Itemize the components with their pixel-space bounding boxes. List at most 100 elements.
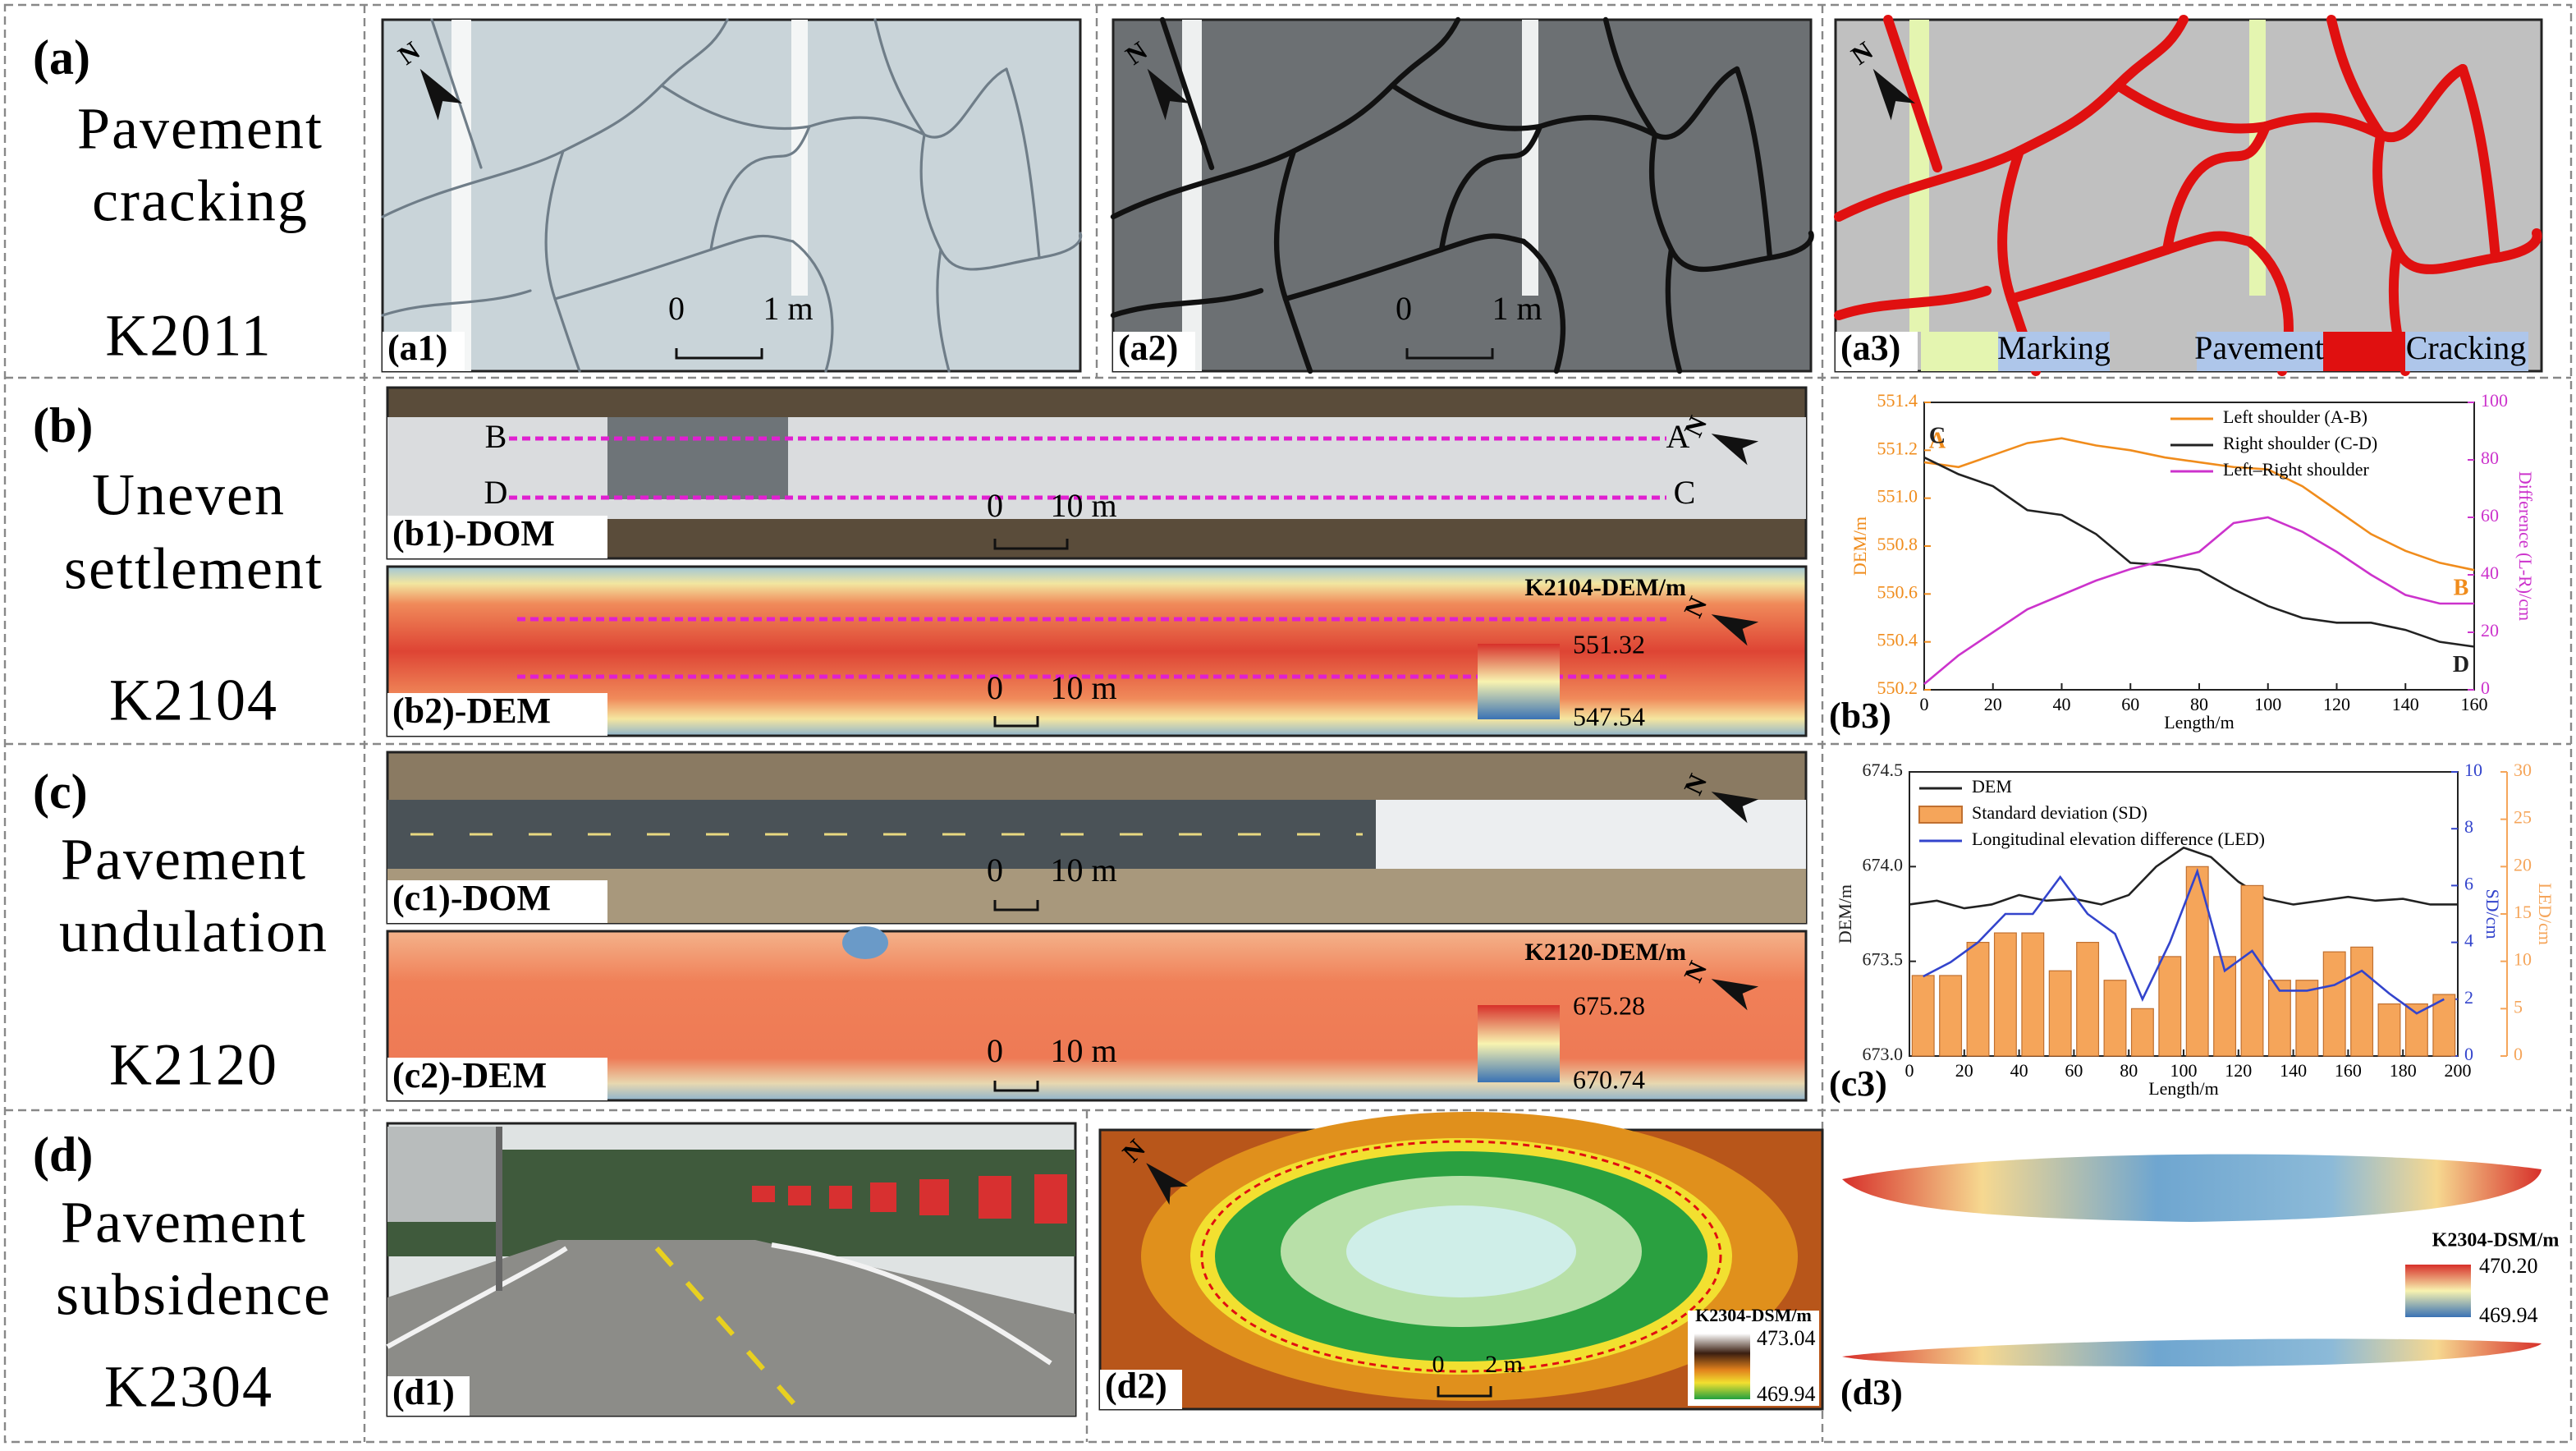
panel-label: (b3)	[1829, 696, 1891, 736]
colorbar-min: 469.94	[1757, 1382, 1816, 1406]
y-tick-label: 551.0	[1877, 486, 1918, 507]
x-tick-label: 60	[2121, 694, 2139, 714]
bar	[2350, 946, 2374, 1057]
chart: 0 20 40 60 80 100 120 140 160 Length/m 550.2 550.4 5…	[1849, 390, 2536, 732]
y-tick-label: 550.4	[1877, 630, 1918, 650]
x-tick-label: 60	[2065, 1060, 2083, 1081]
bar	[2377, 1003, 2401, 1057]
panel-a1: N 0 1 m (a1)	[381, 18, 1083, 373]
scale-label: 0	[1432, 1351, 1445, 1378]
section: K2011	[105, 303, 272, 369]
colorbar-max: 470.20	[2479, 1254, 2538, 1278]
panel-c1: N 0 10 m (c1)-DOM	[386, 751, 1808, 925]
y3-tick-label: 5	[2514, 996, 2523, 1017]
y3-axis-title: LED/cm	[2535, 883, 2555, 945]
panel-label: (d3)	[1840, 1372, 1903, 1412]
bar	[2213, 956, 2237, 1057]
row-label: (a)	[33, 30, 90, 85]
panel-label: (a2)	[1118, 328, 1178, 368]
x-axis-title: Length/m	[2164, 712, 2235, 732]
y-tick-label: 674.0	[1863, 854, 1904, 875]
section: K2104	[109, 668, 278, 733]
y-tick-label: 673.5	[1863, 949, 1904, 970]
x-tick-label: 100	[2170, 1060, 2198, 1081]
legend-label: Cracking	[2406, 329, 2527, 366]
colorbar-min: 547.54	[1573, 701, 1645, 731]
bar	[2267, 980, 2291, 1057]
section: K2120	[109, 1032, 278, 1098]
y3-tick-label: 15	[2514, 902, 2532, 922]
y-tick-label: 551.2	[1877, 438, 1918, 458]
panel-a2: N 0 1 m (a2)	[1113, 20, 1812, 371]
x-tick-label: 0	[1920, 694, 1929, 714]
legend-label: Marking	[1997, 329, 2111, 366]
panel-a3: N Marking Pavement Cracking (a3)	[1836, 20, 2543, 371]
y2-tick-label: 60	[2481, 505, 2499, 526]
scale-label: 0	[987, 1032, 1003, 1069]
panel-c2: K2120-DEM/m 675.28 670.74 N 0 10 m (c2)-…	[386, 926, 1808, 1102]
frame	[3, 3, 2573, 1444]
x-tick-label: 80	[2120, 1060, 2138, 1081]
legend-label: Standard deviation (SD)	[1972, 802, 2147, 823]
point-label: B	[485, 418, 507, 455]
bar	[2185, 866, 2209, 1057]
bar	[1911, 975, 1935, 1057]
scale-label: 10 m	[1050, 669, 1116, 706]
series-line	[1923, 456, 2475, 648]
panel-label: (d2)	[1105, 1366, 1167, 1406]
x-tick-label: 160	[2461, 694, 2488, 714]
bar	[2048, 970, 2072, 1057]
chart: 0 20 40 60 80 100 120 140 160 180 200Length/m673.0…	[1835, 760, 2555, 1099]
y-tick-label: 551.4	[1877, 390, 1918, 411]
y-tick-label: 550.8	[1877, 534, 1918, 554]
x-tick-label: 180	[2390, 1060, 2417, 1081]
bar	[1966, 941, 1990, 1057]
scale-label: 0	[987, 669, 1003, 706]
panel-d2: N K2304-DSM/m 473.04 469.94 0 2 m (d2)	[1098, 1112, 1824, 1411]
y3-tick-label: 25	[2514, 807, 2532, 828]
colorbar-title: K2120-DEM/m	[1524, 939, 1686, 966]
legend-label: DEM	[1972, 776, 2012, 797]
colorbar-title: K2304-DSM/m	[1695, 1305, 1812, 1325]
y3-tick-label: 10	[2514, 949, 2532, 970]
y-tick-label: 550.2	[1877, 677, 1918, 698]
legend-label: Left shoulder (A-B)	[2223, 406, 2367, 427]
series-line	[1923, 516, 2474, 685]
x-tick-label: 200	[2445, 1060, 2472, 1081]
row-label: (d)	[33, 1127, 93, 1182]
x-tick-label: 40	[2053, 694, 2071, 714]
legend-label: Pavement	[2194, 329, 2324, 366]
panel-b2: K2104-DEM/m 551.32 547.54 N 0 10 m (b2)-…	[386, 565, 1808, 737]
panel-label: (b2)-DEM	[392, 691, 551, 731]
y-axis-title: DEM/m	[1835, 884, 1855, 944]
bar	[2322, 951, 2346, 1057]
series-line	[1909, 846, 2458, 910]
row-title: settlement	[64, 536, 323, 602]
panel-label: (d1)	[392, 1372, 455, 1412]
bar	[1939, 975, 1963, 1057]
y2-axis-title: SD/cm	[2482, 889, 2503, 939]
x-tick-label: 120	[2225, 1060, 2252, 1081]
annotation: C	[1929, 424, 1946, 449]
y2-tick-label: 10	[2464, 760, 2482, 780]
point-label: C	[1674, 474, 1696, 511]
scale-label: 10 m	[1050, 1032, 1116, 1069]
scale-label: 10 m	[1050, 487, 1116, 524]
bar	[2240, 884, 2264, 1057]
legend-label: Right shoulder (C-D)	[2223, 433, 2377, 453]
series-line	[1923, 867, 2445, 1015]
y3-tick-label: 20	[2514, 854, 2532, 875]
x-tick-label: 20	[1955, 1060, 1973, 1081]
y2-tick-label: 20	[2481, 620, 2499, 641]
panel-label: (a3)	[1840, 328, 1900, 368]
panel-d3: K2304-DSM/m 470.20 469.94 (d3)	[1836, 1154, 2559, 1416]
colorbar-min: 670.74	[1573, 1064, 1645, 1094]
bar	[2021, 932, 2045, 1057]
row-label: (b)	[33, 398, 93, 452]
scale-label: 1 m	[763, 290, 813, 327]
legend-label: Left–Right shoulder	[2223, 459, 2369, 480]
colorbar-max: 473.04	[1757, 1326, 1816, 1350]
series-line	[1923, 437, 2475, 572]
y3-tick-label: 30	[2514, 760, 2532, 780]
x-axis-title: Length/m	[2148, 1078, 2219, 1099]
